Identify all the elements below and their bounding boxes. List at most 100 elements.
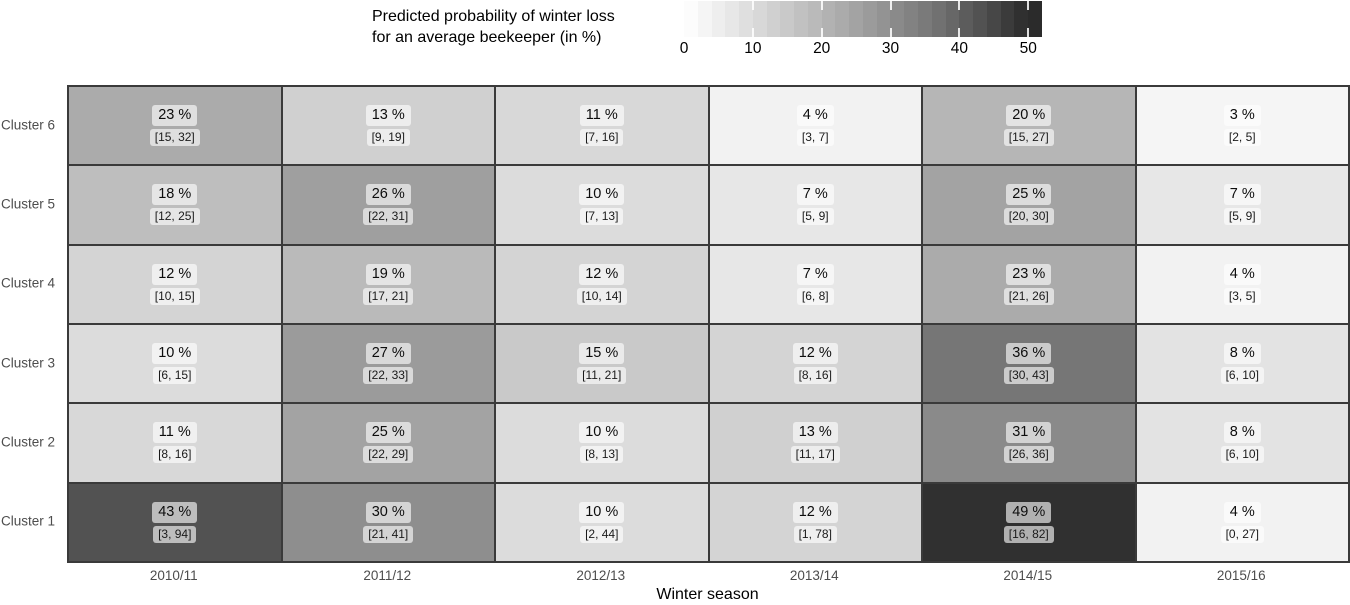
y-axis-tick-label: Cluster 5 xyxy=(0,196,55,212)
heatmap-cell: 11 % [8, 16] xyxy=(68,403,282,483)
cell-value-label: 43 % xyxy=(152,501,198,523)
cell-value-label: 13 % xyxy=(365,105,411,127)
cell-value-label: 10 % xyxy=(579,184,625,206)
cell-interval-label: [15, 32] xyxy=(149,129,200,147)
cell-interval-label: [1, 78] xyxy=(793,525,837,543)
cell-interval-label: [20, 30] xyxy=(1003,208,1054,226)
colorbar-tick-mark xyxy=(751,1,754,10)
cell-value-label: 25 % xyxy=(1006,184,1052,206)
x-axis-tick-label: 2010/11 xyxy=(149,568,198,583)
heatmap-cell: 31 % [26, 36] xyxy=(922,403,1136,483)
colorbar-tick-labels: 0 10 20 30 40 50 xyxy=(680,40,1042,58)
heatmap-cell: 10 % [6, 15] xyxy=(68,324,282,404)
cell-value-label: 20 % xyxy=(1006,105,1052,127)
colorbar-band xyxy=(904,1,919,37)
heatmap-cell: 23 % [15, 32] xyxy=(68,86,282,166)
cell-interval-label: [2, 5] xyxy=(1223,129,1261,147)
cell-interval-label: [7, 16] xyxy=(580,129,624,147)
heatmap-cell: 19 % [17, 21] xyxy=(281,244,495,324)
y-axis-labels: Cluster 6 Cluster 5 Cluster 4 Cluster 3 Clus… xyxy=(0,85,60,561)
cell-value-label: 4 % xyxy=(1223,263,1261,285)
y-axis-tick-label: Cluster 1 xyxy=(0,513,55,529)
x-axis-title: Winter season xyxy=(656,586,759,603)
heatmap-cell: 4 % [0, 27] xyxy=(1135,482,1349,562)
cell-interval-label: [22, 33] xyxy=(363,367,414,385)
colorbar-tick-mark xyxy=(820,28,823,37)
cell-interval-label: [21, 26] xyxy=(1003,287,1054,305)
cell-interval-label: [6, 10] xyxy=(1220,446,1264,464)
heatmap-cell: 43 % [3, 94] xyxy=(68,482,282,562)
cell-interval-label: [6, 15] xyxy=(153,367,197,385)
cell-value-label: 13 % xyxy=(792,422,838,444)
legend-title: Predicted probability of winter loss for… xyxy=(372,6,615,48)
y-axis-tick-label: Cluster 4 xyxy=(0,275,55,291)
x-axis-tick-label: 2014/15 xyxy=(1003,568,1053,583)
colorbar-tick-mark xyxy=(1027,1,1030,10)
heatmap-cell: 12 % [8, 16] xyxy=(708,324,922,404)
cell-value-label: 25 % xyxy=(365,422,411,444)
cell-interval-label: [16, 82] xyxy=(1003,525,1054,543)
cell-interval-label: [9, 19] xyxy=(366,129,410,147)
colorbar-tick-mark xyxy=(820,1,823,10)
cell-value-label: 7 % xyxy=(796,263,834,285)
heatmap-cell: 20 % [15, 27] xyxy=(922,86,1136,166)
colorbar-tick-label: 0 xyxy=(679,40,689,57)
colorbar-gradient xyxy=(684,1,1042,37)
colorbar-tick-label: 40 xyxy=(950,40,968,57)
colorbar-band xyxy=(973,1,987,37)
cell-interval-label: [8, 13] xyxy=(580,446,624,464)
cell-value-label: 15 % xyxy=(579,343,625,365)
colorbar-band xyxy=(890,1,905,37)
colorbar-band xyxy=(1014,1,1029,37)
colorbar-band xyxy=(711,1,726,37)
colorbar-band xyxy=(1000,1,1015,37)
cell-interval-label: [0, 27] xyxy=(1220,525,1264,543)
x-axis-tick-label: 2015/16 xyxy=(1216,568,1266,583)
heatmap-cell: 10 % [8, 13] xyxy=(495,403,709,483)
heatmap-panel: 23 % [15, 32] 13 % [9, 19] 11 % [7, 16] 4 % [3,… xyxy=(67,85,1350,563)
heatmap-cell: 3 % [2, 5] xyxy=(1135,86,1349,166)
cell-value-label: 11 % xyxy=(152,422,197,444)
heatmap-cell: 18 % [12, 25] xyxy=(68,165,282,245)
cell-interval-label: [8, 16] xyxy=(153,446,197,464)
y-axis-tick-label: Cluster 6 xyxy=(0,117,55,133)
cell-value-label: 19 % xyxy=(365,263,411,285)
heatmap-cell: 7 % [5, 9] xyxy=(708,165,922,245)
heatmap-cell: 10 % [7, 13] xyxy=(495,165,709,245)
colorbar-band xyxy=(780,1,795,37)
colorbar-band xyxy=(945,1,960,37)
x-axis-tick-label: 2012/13 xyxy=(576,568,626,583)
legend-title-line1: Predicted probability of winter loss xyxy=(372,8,615,25)
cell-value-label: 8 % xyxy=(1223,343,1261,365)
cell-interval-label: [5, 9] xyxy=(1223,208,1261,226)
cell-interval-label: [7, 13] xyxy=(580,208,624,226)
cell-value-label: 10 % xyxy=(579,501,625,523)
heatmap-cell: 13 % [11, 17] xyxy=(708,403,922,483)
colorbar-band xyxy=(697,1,712,37)
heatmap-cell: 10 % [2, 44] xyxy=(495,482,709,562)
cell-interval-label: [30, 43] xyxy=(1003,367,1054,385)
cell-interval-label: [3, 5] xyxy=(1223,287,1261,305)
colorbar-tick-mark xyxy=(751,28,754,37)
cell-value-label: 11 % xyxy=(579,105,624,127)
cell-value-label: 7 % xyxy=(1223,184,1261,206)
cell-value-label: 12 % xyxy=(792,343,838,365)
colorbar-band xyxy=(849,1,863,37)
colorbar-band xyxy=(1028,1,1042,37)
cell-value-label: 10 % xyxy=(152,343,198,365)
cell-value-label: 3 % xyxy=(1223,105,1261,127)
y-axis-tick-label: Cluster 3 xyxy=(0,355,55,371)
cell-value-label: 4 % xyxy=(1223,501,1261,523)
heatmap-cell: 12 % [10, 14] xyxy=(495,244,709,324)
colorbar-band xyxy=(684,1,698,37)
heatmap-cell: 8 % [6, 10] xyxy=(1135,403,1349,483)
cell-interval-label: [6, 10] xyxy=(1220,367,1264,385)
heatmap-cell: 4 % [3, 5] xyxy=(1135,244,1349,324)
heatmap-cell: 27 % [22, 33] xyxy=(281,324,495,404)
colorbar-band xyxy=(821,1,836,37)
cell-interval-label: [5, 9] xyxy=(796,208,834,226)
colorbar-tick-mark xyxy=(889,28,892,37)
cell-interval-label: [11, 21] xyxy=(577,367,627,385)
cell-value-label: 49 % xyxy=(1006,501,1052,523)
colorbar-tick-label: 50 xyxy=(1019,40,1037,57)
